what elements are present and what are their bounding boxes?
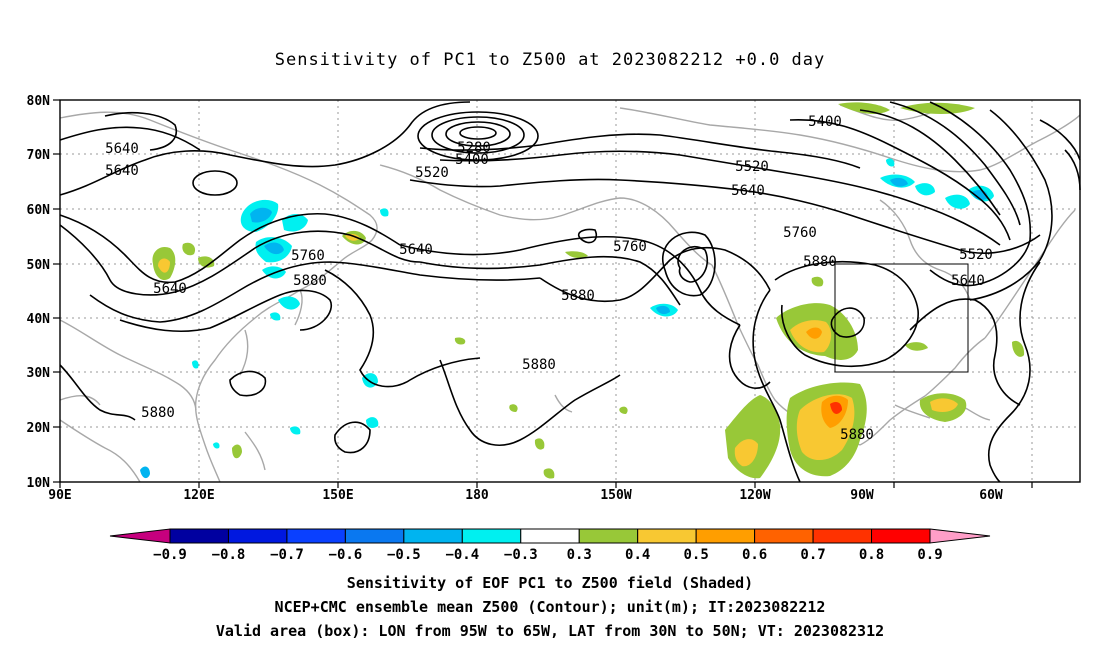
map-panel: 5280 5400 5400 5520 5520 5520 5640 5640 … (27, 94, 1081, 503)
lon-label: 150E (322, 488, 353, 503)
colorbar-tick-label: −0.5 (387, 547, 421, 563)
lat-label: 40N (27, 312, 51, 327)
colorbar-tick-label: −0.8 (212, 547, 246, 563)
lon-label: 120W (739, 488, 770, 503)
colorbar-cell (871, 528, 931, 544)
axis-ticks (53, 99, 1033, 488)
contour-label: 5280 (457, 140, 491, 156)
lon-label: 120E (183, 488, 214, 503)
colorbar-tick-label: 0.3 (567, 547, 592, 563)
colorbar-left-arrow (109, 528, 171, 544)
colorbar-cell (227, 528, 288, 544)
colorbar-tick-label: −0.6 (329, 547, 363, 563)
contour-label: 5400 (455, 152, 489, 168)
contour-label: 5880 (561, 288, 595, 304)
lon-label: 150W (600, 488, 631, 503)
colorbar-tick-label: −0.7 (270, 547, 304, 563)
contour-label: 5880 (141, 405, 175, 421)
latitude-labels: 80N 70N 60N 50N 40N 30N 20N 10N (27, 94, 51, 491)
map-frame (59, 99, 1081, 483)
colorbar-cell (403, 528, 463, 544)
lat-label: 60N (27, 203, 51, 218)
lat-label: 20N (27, 421, 51, 436)
colorbar-cell (637, 528, 697, 544)
colorbar-cell (812, 528, 873, 544)
colorbar-cell (754, 528, 814, 544)
caption-line-1: Sensitivity of EOF PC1 to Z500 field (Sh… (346, 574, 754, 592)
contour-label: 5520 (735, 159, 769, 175)
lat-label: 70N (27, 148, 51, 163)
contour-label: 5640 (153, 281, 187, 297)
caption-line-3: Valid area (box): LON from 95W to 65W, L… (215, 622, 885, 640)
contour-label: 5640 (105, 141, 139, 157)
contour-label: 5640 (731, 183, 765, 199)
colorbar-tick-labels: −0.9 −0.8 −0.7 −0.6 −0.5 −0.4 −0.3 0.3 0.4 0.5 0.6… (153, 547, 943, 563)
colorbar: −0.9 −0.8 −0.7 −0.6 −0.5 −0.4 −0.3 0.3 0.4 0.5 0.6… (109, 528, 991, 563)
contour-label: 5640 (951, 273, 985, 289)
colorbar-cell (344, 528, 405, 544)
contour-label: 5880 (803, 254, 837, 270)
colorbar-tick-label: 0.4 (625, 547, 650, 563)
colorbar-cell (695, 528, 756, 544)
colorbar-tick-label: −0.9 (153, 547, 187, 563)
sensitivity-shading (140, 102, 1025, 479)
colorbar-cell (520, 528, 580, 544)
contour-label: 5760 (783, 225, 817, 241)
lat-label: 30N (27, 366, 51, 381)
contour-label: 5880 (840, 427, 874, 443)
chart-title: Sensitivity of PC1 to Z500 at 2023082212… (274, 50, 826, 70)
colorbar-cell (461, 528, 522, 544)
longitude-labels: 90E 120E 150E 180 150W 120W 90W 60W (48, 488, 1003, 503)
contour-label: 5520 (959, 247, 993, 263)
colorbar-right-arrow (929, 528, 991, 544)
lon-label: 90W (850, 488, 874, 503)
caption-line-2: NCEP+CMC ensemble mean Z500 (Contour); u… (274, 598, 826, 616)
colorbar-tick-label: 0.6 (742, 547, 767, 563)
colorbar-cell (286, 528, 346, 544)
lon-label: 60W (979, 488, 1003, 503)
lat-label: 10N (27, 476, 51, 491)
contour-labels: 5280 5400 5400 5520 5520 5520 5640 5640 … (105, 114, 993, 443)
colorbar-tick-label: 0.5 (684, 547, 709, 563)
contour-label: 5640 (399, 242, 433, 258)
z500-contours (59, 101, 1081, 483)
contour-label: 5520 (415, 165, 449, 181)
colorbar-tick-label: −0.3 (504, 547, 538, 563)
contour-label: 5880 (293, 273, 327, 289)
coastlines (59, 104, 1081, 483)
colorbar-tick-label: 0.8 (859, 547, 884, 563)
lon-label: 180 (465, 488, 489, 503)
contour-label: 5400 (808, 114, 842, 130)
positive-shading-red (830, 402, 842, 414)
contour-label: 5760 (613, 239, 647, 255)
lon-label: 90E (48, 488, 71, 503)
valid-area-box (834, 263, 969, 373)
colorbar-cells (169, 528, 931, 544)
colorbar-tick-label: 0.9 (917, 547, 942, 563)
colorbar-tick-label: −0.4 (445, 547, 479, 563)
lat-label: 80N (27, 94, 51, 109)
lat-label: 50N (27, 258, 51, 273)
contour-label: 5880 (522, 357, 556, 373)
contour-label: 5640 (105, 163, 139, 179)
colorbar-cell (169, 528, 229, 544)
colorbar-tick-label: 0.7 (800, 547, 825, 563)
colorbar-cell (578, 528, 639, 544)
contour-label: 5760 (291, 248, 325, 264)
